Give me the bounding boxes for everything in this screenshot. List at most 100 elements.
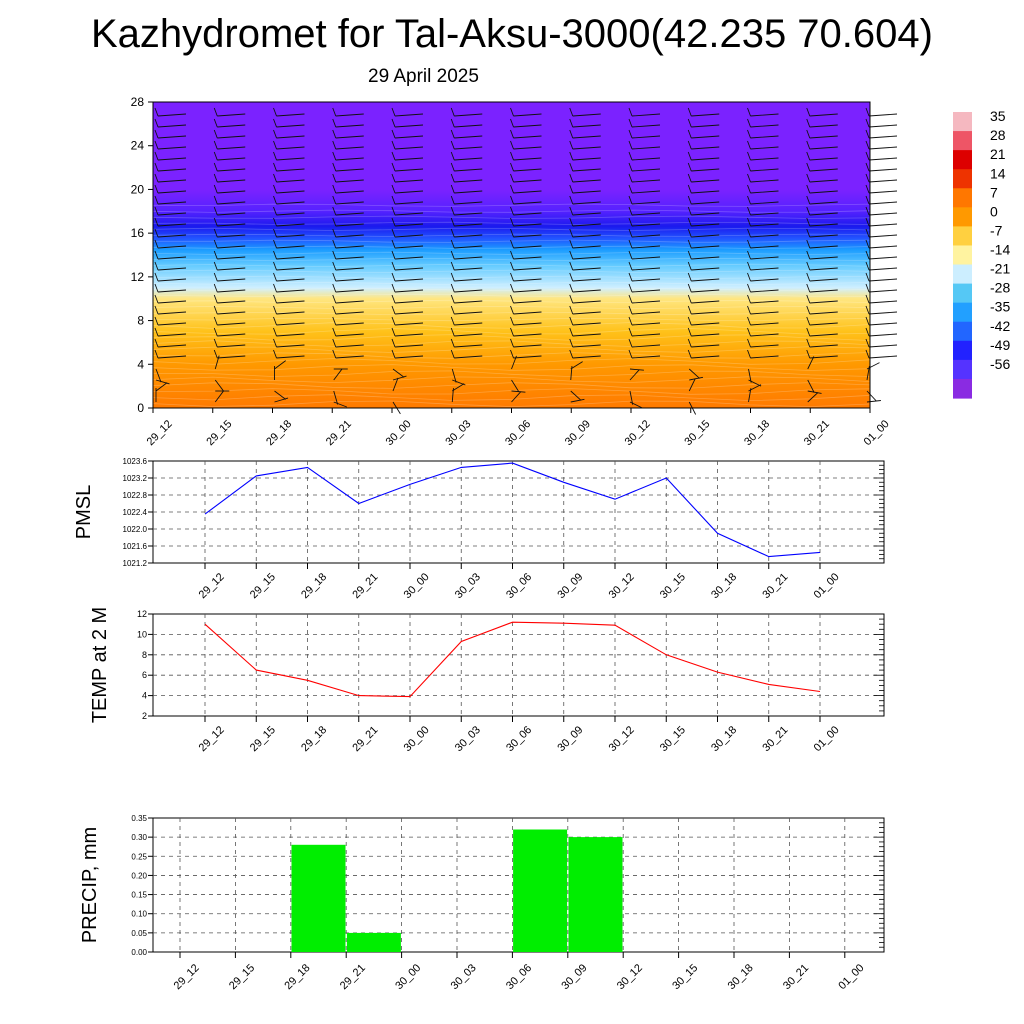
colorbar-label: 14 [990,165,1006,181]
precip-bar [513,829,568,952]
precip-xtick-label: 30_09 [559,962,589,992]
heatmap-xtick-label: 30_00 [384,418,414,448]
colorbar-segment [953,226,972,247]
precip-xtick-label: 29_15 [227,962,257,992]
precip-ytick-label: 0.00 [131,948,147,957]
colorbar-label: -21 [990,261,1010,277]
heatmap-ytick-label: 0 [137,401,144,415]
temp-frame [152,613,885,717]
temp-ytick-label: 8 [142,650,147,660]
pmsl-xtick-label: 01_00 [812,571,842,601]
heatmap-xtick-label: 30_12 [623,418,653,448]
temp-xtick-label: 30_06 [504,724,534,754]
colorbar-label: -49 [990,337,1010,353]
pmsl-xtick-label: 29_21 [350,571,380,601]
pmsl-xtick-label: 30_09 [555,571,585,601]
precip-bar [346,932,401,952]
precip-xtick-label: 29_18 [282,962,312,992]
contour-lines [152,203,871,408]
temp-xtick-label: 29_21 [350,724,380,754]
heatmap-xtick-label: 01_00 [862,418,892,448]
colorbar-segment [953,245,972,266]
pmsl-ytick-label: 1022.4 [123,508,148,517]
pmsl-xtick-label: 29_15 [248,571,278,601]
colorbar-segment [953,359,972,380]
temp-xtick-label: 29_18 [299,724,329,754]
temp-xtick-label: 30_09 [555,724,585,754]
colorbar-label: -35 [990,299,1010,315]
precip-bar [568,837,623,952]
heatmap-xtick-label: 29_21 [324,418,354,448]
precip-xtick-label: 30_00 [393,962,423,992]
colorbar-segment [953,283,972,304]
heatmap-xtick-label: 29_15 [204,418,234,448]
pmsl-xtick-label: 30_00 [402,571,432,601]
precip-ytick-label: 0.35 [131,814,147,823]
precip-xtick-label: 30_18 [726,962,756,992]
temp-ylabel: TEMP at 2 M [89,607,111,723]
pmsl-xtick-label: 30_15 [658,571,688,601]
heatmap-ytick-label: 4 [137,357,144,371]
pmsl-xtick-label: 30_18 [709,571,739,601]
precip-ytick-label: 0.25 [131,852,147,861]
temp-xtick-label: 30_12 [607,724,637,754]
colorbar-label: 7 [990,184,998,200]
temp-xtick-label: 29_12 [197,724,227,754]
precip-xtick-label: 30_03 [449,962,479,992]
heatmap-ytick-label: 12 [131,270,145,284]
pmsl-xtick-label: 29_18 [299,571,329,601]
precip-ytick-label: 0.15 [131,891,147,900]
precip-xtick-label: 29_12 [172,962,202,992]
heatmap-xtick-label: 30_03 [443,418,473,448]
temp-ytick-label: 12 [137,609,147,619]
temp-ytick-label: 10 [137,629,147,639]
precip-xtick-label: 30_12 [615,962,645,992]
temp-xtick-label: 29_15 [248,724,278,754]
pmsl-xtick-label: 30_03 [453,571,483,601]
heatmap-ytick-label: 24 [131,139,145,153]
colorbar-label: 0 [990,203,998,219]
pmsl-xtick-label: 30_12 [607,571,637,601]
colorbar-label: -28 [990,280,1010,296]
pmsl-ytick-label: 1022.0 [123,525,148,534]
colorbar-segment [953,169,972,189]
colorbar-label: 21 [990,146,1006,162]
heatmap-ytick-label: 28 [131,95,145,109]
temp-ytick-label: 4 [142,691,147,701]
temp-xtick-label: 01_00 [812,724,842,754]
pmsl-ytick-label: 1021.2 [123,559,148,568]
precip-ytick-label: 0.30 [131,833,147,842]
precip-ytick-label: 0.10 [131,910,147,919]
colorbar-label: -14 [990,242,1010,258]
colorbar-label: -42 [990,318,1010,334]
colorbar-segment [953,340,972,361]
pmsl-ytick-label: 1023.6 [123,457,148,466]
heatmap-ytick-label: 20 [131,182,145,196]
pmsl-frame [152,460,885,564]
colorbar-segment [953,112,972,132]
page-title: Kazhydromet for Tal-Aksu-3000(42.235 70.… [91,12,933,56]
heatmap-ytick-label: 8 [137,314,144,328]
temp-series-line [204,621,821,698]
heatmap-xtick-label: 29_18 [264,418,294,448]
precip-ytick-label: 0.05 [131,929,147,938]
temp-xtick-label: 30_15 [658,724,688,754]
pmsl-xtick-label: 30_21 [760,571,790,601]
colorbar-label: 28 [990,127,1006,143]
temp-ytick-label: 6 [142,670,147,680]
colorbar-segment [953,321,972,342]
colorbar-segment [953,207,972,227]
pmsl-xtick-label: 30_06 [504,571,534,601]
colorbar-segment [953,264,972,285]
precip-xtick-label: 30_21 [781,962,811,992]
colorbar-segment [953,131,972,151]
pmsl-xtick-label: 29_12 [197,571,227,601]
precip-xtick-label: 30_06 [504,962,534,992]
pmsl-ytick-label: 1023.2 [123,474,148,483]
temp-xtick-label: 30_00 [402,724,432,754]
temp-xtick-label: 30_18 [709,724,739,754]
temp-xtick-label: 30_21 [760,724,790,754]
colorbar-label: -7 [990,222,1003,238]
pmsl-ylabel: PMSL [73,485,95,539]
